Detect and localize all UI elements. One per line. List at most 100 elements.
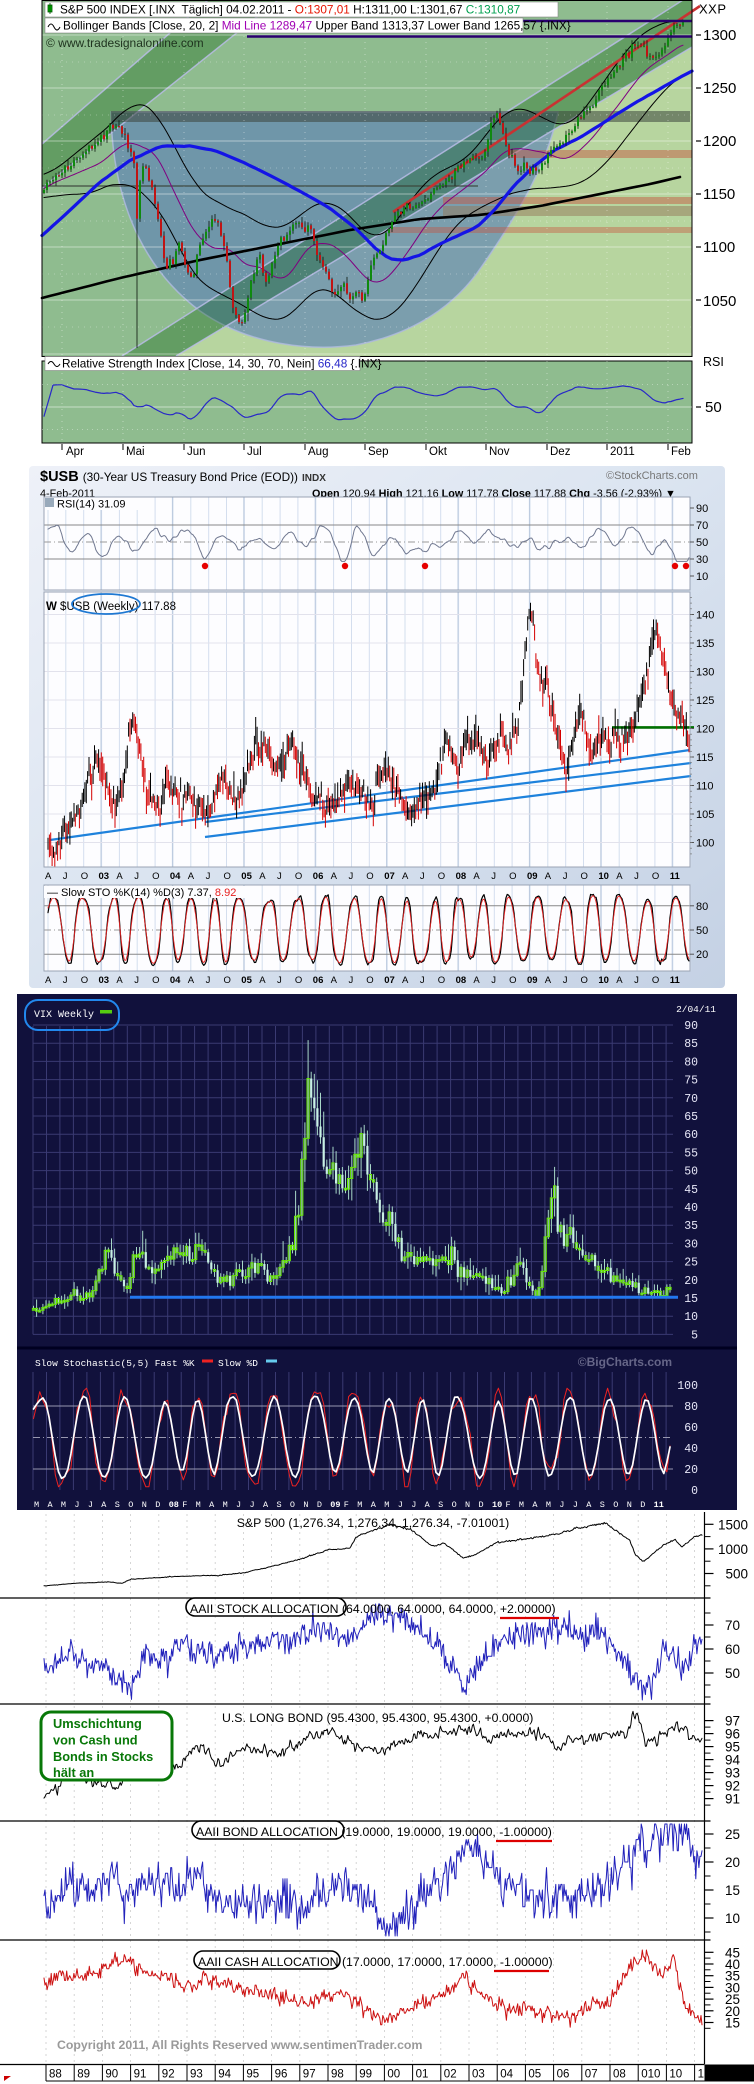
svg-text:10: 10	[492, 1500, 502, 1510]
svg-text:A: A	[532, 1500, 538, 1510]
svg-text:A: A	[188, 975, 195, 986]
svg-text:J: J	[88, 1500, 93, 1510]
svg-text:80: 80	[696, 901, 708, 913]
svg-text:20: 20	[696, 949, 708, 961]
svg-text:010: 010	[641, 2069, 660, 2081]
svg-text:A: A	[402, 871, 409, 882]
svg-text:AAII BOND ALLOCATION (19.0000,: AAII BOND ALLOCATION (19.0000, 19.0000, …	[196, 1825, 552, 1839]
svg-text:U.S. LONG BOND (95.4300, 95.43: U.S. LONG BOND (95.4300, 95.4300, 95.430…	[222, 1711, 533, 1725]
svg-text:10: 10	[669, 2069, 682, 2081]
svg-text:F: F	[344, 1500, 349, 1510]
svg-text:— Slow STO %K(14) %D(3) 7.37,: — Slow STO %K(14) %D(3) 7.37, 8.92	[47, 887, 236, 899]
svg-text:N: N	[303, 1500, 308, 1510]
svg-text:A: A	[45, 871, 52, 882]
svg-text:80: 80	[684, 1401, 698, 1414]
svg-text:Apr: Apr	[66, 446, 84, 458]
svg-text:1500: 1500	[718, 1517, 748, 1532]
svg-text:O: O	[295, 975, 302, 986]
svg-text:S: S	[600, 1500, 605, 1510]
svg-text:J: J	[349, 871, 354, 882]
svg-text:93: 93	[725, 1766, 740, 1781]
svg-text:1200: 1200	[703, 133, 736, 150]
svg-text:J: J	[349, 975, 354, 986]
svg-text:89: 89	[77, 2069, 90, 2081]
svg-text:Feb: Feb	[671, 446, 691, 458]
svg-text:Bollinger Bands [Close, 20, 2]: Bollinger Bands [Close, 20, 2] Mid Line …	[63, 19, 571, 33]
svg-text:91: 91	[134, 2069, 147, 2081]
svg-text:J: J	[206, 975, 211, 986]
svg-text:O: O	[438, 871, 445, 882]
svg-text:50: 50	[725, 1666, 740, 1681]
svg-text:O: O	[295, 871, 302, 882]
svg-text:N: N	[627, 1500, 632, 1510]
svg-text:50: 50	[696, 537, 708, 549]
svg-text:O: O	[581, 871, 588, 882]
svg-text:A: A	[425, 1500, 431, 1510]
svg-text:O: O	[509, 975, 516, 986]
svg-text:A: A	[545, 975, 552, 986]
svg-text:01: 01	[416, 2069, 429, 2081]
svg-text:40: 40	[684, 1202, 698, 1215]
svg-text:00: 00	[387, 2069, 400, 2081]
svg-text:J: J	[563, 871, 568, 882]
svg-text:A: A	[259, 975, 266, 986]
svg-text:500: 500	[725, 1567, 748, 1582]
svg-text:O: O	[152, 871, 159, 882]
svg-text:1: 1	[698, 2069, 704, 2081]
svg-text:96: 96	[725, 1727, 740, 1742]
svg-text:96: 96	[275, 2069, 288, 2081]
svg-text:O: O	[290, 1500, 295, 1510]
svg-text:J: J	[134, 975, 139, 986]
svg-text:O: O	[224, 871, 231, 882]
svg-text:05: 05	[241, 975, 252, 986]
svg-text:O: O	[366, 871, 373, 882]
svg-text:40: 40	[684, 1443, 698, 1456]
svg-text:10: 10	[598, 975, 609, 986]
svg-text:97: 97	[725, 1714, 740, 1729]
svg-text:M: M	[519, 1500, 524, 1510]
svg-text:J: J	[277, 975, 282, 986]
svg-text:04: 04	[500, 2069, 513, 2081]
svg-text:20: 20	[684, 1464, 698, 1477]
svg-text:Relative Strength Index [Close: Relative Strength Index [Close, 14, 30, …	[62, 357, 381, 371]
svg-text:15: 15	[684, 1293, 698, 1306]
svg-text:J: J	[63, 975, 68, 986]
svg-text:J: J	[74, 1500, 79, 1510]
svg-text:©BigCharts.com: ©BigCharts.com	[578, 1355, 672, 1369]
svg-text:M: M	[34, 1500, 39, 1510]
svg-text:M: M	[196, 1500, 201, 1510]
svg-text:O: O	[452, 1500, 457, 1510]
svg-text:D: D	[479, 1500, 484, 1510]
svg-text:A: A	[402, 975, 409, 986]
svg-text:04: 04	[170, 975, 181, 986]
svg-text:N: N	[142, 1500, 147, 1510]
svg-text:15: 15	[725, 1883, 740, 1898]
svg-text:100: 100	[696, 838, 714, 850]
svg-text:A: A	[331, 975, 338, 986]
svg-text:50: 50	[696, 925, 708, 937]
svg-text:F: F	[506, 1500, 511, 1510]
svg-text:1100: 1100	[703, 239, 735, 256]
svg-text:110: 110	[696, 781, 714, 793]
svg-text:93: 93	[190, 2069, 203, 2081]
svg-text:D: D	[640, 1500, 645, 1510]
svg-text:O: O	[152, 975, 159, 986]
svg-text:90: 90	[684, 1020, 698, 1033]
svg-text:60: 60	[684, 1422, 698, 1435]
svg-text:Okt: Okt	[429, 446, 448, 458]
svg-text:M: M	[384, 1500, 389, 1510]
svg-text:A: A	[263, 1500, 269, 1510]
svg-text:1050: 1050	[703, 293, 736, 310]
svg-text:06: 06	[557, 2069, 570, 2081]
svg-text:J: J	[420, 975, 425, 986]
svg-text:AAII STOCK ALLOCATION (64.0000: AAII STOCK ALLOCATION (64.0000, 64.0000,…	[190, 1602, 556, 1616]
svg-text:60: 60	[725, 1642, 740, 1657]
svg-text:70: 70	[684, 1093, 698, 1106]
svg-text:M: M	[223, 1500, 228, 1510]
svg-text:J: J	[63, 871, 68, 882]
svg-text:2/04/11: 2/04/11	[676, 1004, 716, 1015]
svg-text:Umschichtung: Umschichtung	[53, 1716, 142, 1731]
svg-text:D: D	[155, 1500, 160, 1510]
svg-text:O: O	[81, 975, 88, 986]
svg-text:08: 08	[456, 871, 467, 882]
